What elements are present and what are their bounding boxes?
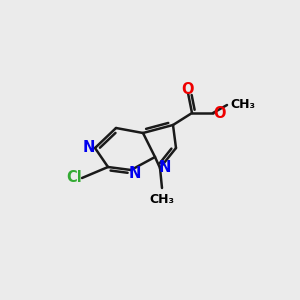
Text: N: N bbox=[159, 160, 171, 175]
Text: CH₃: CH₃ bbox=[230, 98, 255, 112]
Text: N: N bbox=[129, 166, 141, 181]
Text: O: O bbox=[182, 82, 194, 97]
Text: CH₃: CH₃ bbox=[149, 193, 175, 206]
Text: N: N bbox=[83, 140, 95, 155]
Text: Cl: Cl bbox=[66, 170, 82, 185]
Text: O: O bbox=[213, 106, 225, 121]
